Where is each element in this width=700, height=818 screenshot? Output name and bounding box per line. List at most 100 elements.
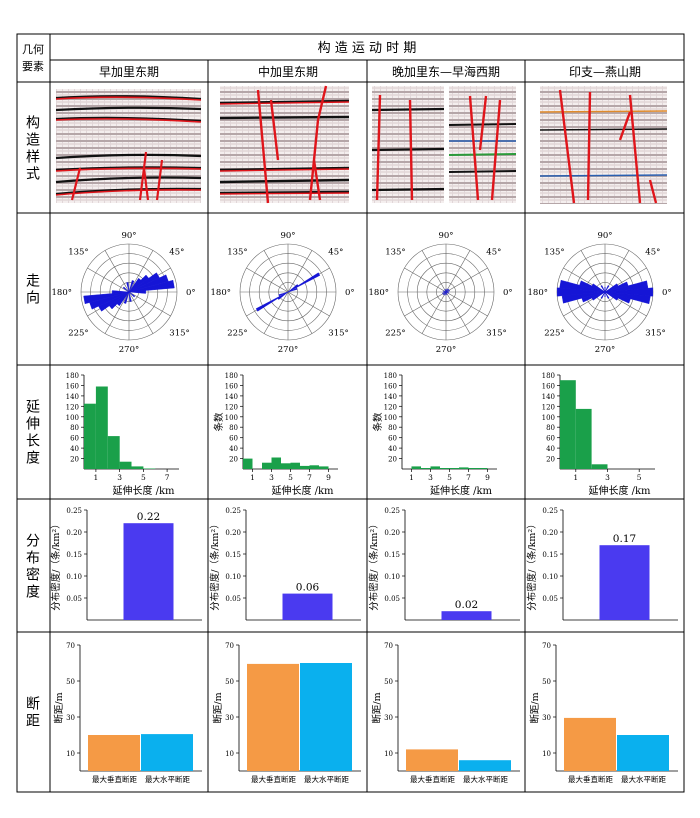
displacement-bar (141, 734, 193, 771)
rose-spoke (87, 267, 130, 293)
rose-petal (445, 291, 450, 294)
category-label: 最大水平断距 (304, 774, 349, 784)
rose-petal (604, 283, 619, 293)
y-tick-label: 30 (384, 714, 393, 722)
density-value-label: 0.06 (296, 582, 320, 594)
rose-petal (591, 291, 606, 301)
rose-angle-label: 135° (385, 248, 405, 258)
rose-angle-label: 180° (528, 288, 548, 298)
category-label: 最大垂直断距 (568, 774, 613, 784)
histogram-bar (468, 468, 478, 469)
y-tick-label: 70 (384, 642, 393, 650)
rose-petal (445, 291, 448, 296)
x-tick-label: 1 (94, 473, 99, 482)
rose-angle-label: 0° (186, 288, 196, 298)
y-tick-label: 20 (229, 456, 238, 464)
category-label: 最大垂直断距 (251, 774, 296, 784)
rose-spoke (287, 291, 313, 334)
rose-angle-label: 0° (345, 288, 355, 298)
displacement-bar (88, 735, 140, 771)
row-label-char: 距 (26, 714, 40, 730)
row-label-char: 向 (26, 291, 40, 307)
density-chart-1: 0.05 0.10 0.15 0.20 0.25 分布密度/（条/km²） 0.22 (50, 507, 202, 621)
row-label-char: 伸 (26, 417, 40, 433)
y-axis-label: 分布密度/（条/km²） (50, 519, 62, 610)
y-tick-label: 180 (384, 372, 397, 380)
y-tick-label: 60 (388, 435, 397, 443)
y-tick-label: 0.20 (66, 529, 82, 537)
rose-spoke (128, 291, 171, 317)
rose-spoke (445, 291, 471, 334)
y-tick-label: 50 (542, 678, 551, 686)
displacement-bar (300, 663, 352, 771)
y-tick-label: 0.10 (384, 573, 400, 581)
rose-petal (277, 291, 289, 300)
rose-angle-label: 225° (68, 328, 88, 338)
category-label: 最大水平断距 (463, 774, 508, 784)
histogram-bar (575, 408, 592, 469)
rose-petal (604, 287, 606, 293)
y-tick-label: 20 (70, 456, 79, 464)
y-axis-label: 断距/m (371, 692, 383, 723)
y-tick-label: 140 (225, 393, 238, 401)
y-tick-label: 180 (66, 372, 79, 380)
rose-spoke (128, 250, 154, 293)
histogram-bar (271, 457, 281, 469)
x-tick-label: 3 (605, 473, 610, 482)
rose-petal (278, 291, 289, 297)
x-tick-label: 7 (165, 473, 170, 482)
rose-petal (604, 291, 610, 299)
rose-angle-label: 315° (169, 328, 189, 338)
rose-angle-label: 90° (438, 231, 453, 241)
y-tick-label: 80 (70, 424, 79, 432)
density-value-label: 0.17 (613, 533, 636, 545)
rose-petal (444, 288, 447, 293)
histogram-bar (459, 467, 469, 469)
rose-angle-label: 45° (169, 248, 184, 258)
histogram-bar (478, 468, 488, 469)
rose-angle-label: 0° (662, 288, 672, 298)
y-tick-label: 120 (225, 403, 238, 411)
y-tick-label: 60 (70, 435, 79, 443)
period-header-3: 晚加里东—早海西期 (392, 64, 500, 79)
row-label-strike: 走向 (26, 274, 40, 307)
row-label-char: 密 (26, 567, 40, 584)
density-bar (441, 611, 492, 620)
y-tick-label: 120 (384, 403, 397, 411)
row-label-char: 度 (26, 585, 40, 601)
row-label-char: 度 (26, 451, 40, 467)
y-tick-label: 180 (225, 372, 238, 380)
y-tick-label: 20 (546, 456, 555, 464)
histogram-bar (560, 380, 576, 469)
y-tick-label: 160 (66, 382, 79, 390)
rose-angle-label: 45° (645, 248, 660, 258)
rose-petal (604, 285, 610, 293)
rose-petal (287, 284, 299, 293)
rose-spoke (580, 250, 606, 293)
y-tick-label: 60 (546, 435, 555, 443)
histogram-bar (281, 463, 291, 469)
y-tick-label: 0.10 (66, 573, 82, 581)
displacement-chart-4: 10 30 50 70 断距/m 最大垂直断距 最大水平断距 (529, 642, 678, 784)
y-tick-label: 80 (229, 424, 238, 432)
period-header-2: 中加里东期 (258, 64, 318, 79)
y-tick-label: 0.25 (542, 507, 558, 515)
rose-spoke (604, 250, 630, 293)
row-label-char: 长 (26, 434, 40, 450)
rose-spoke (580, 291, 606, 334)
x-tick-label: 5 (141, 473, 146, 482)
y-tick-label: 60 (229, 435, 238, 443)
y-tick-label: 30 (225, 714, 234, 722)
category-label: 最大水平断距 (145, 774, 190, 784)
strike-rose-1: 0° 45° 90° 135° 180° 225° 270° 315° (52, 231, 196, 355)
histogram-bar (319, 466, 329, 469)
x-tick-label: 5 (637, 473, 642, 482)
y-tick-label: 120 (542, 403, 555, 411)
rose-angle-label: 180° (211, 288, 231, 298)
y-tick-label: 140 (66, 393, 79, 401)
rose-petal (287, 287, 298, 293)
y-tick-label: 140 (384, 393, 397, 401)
